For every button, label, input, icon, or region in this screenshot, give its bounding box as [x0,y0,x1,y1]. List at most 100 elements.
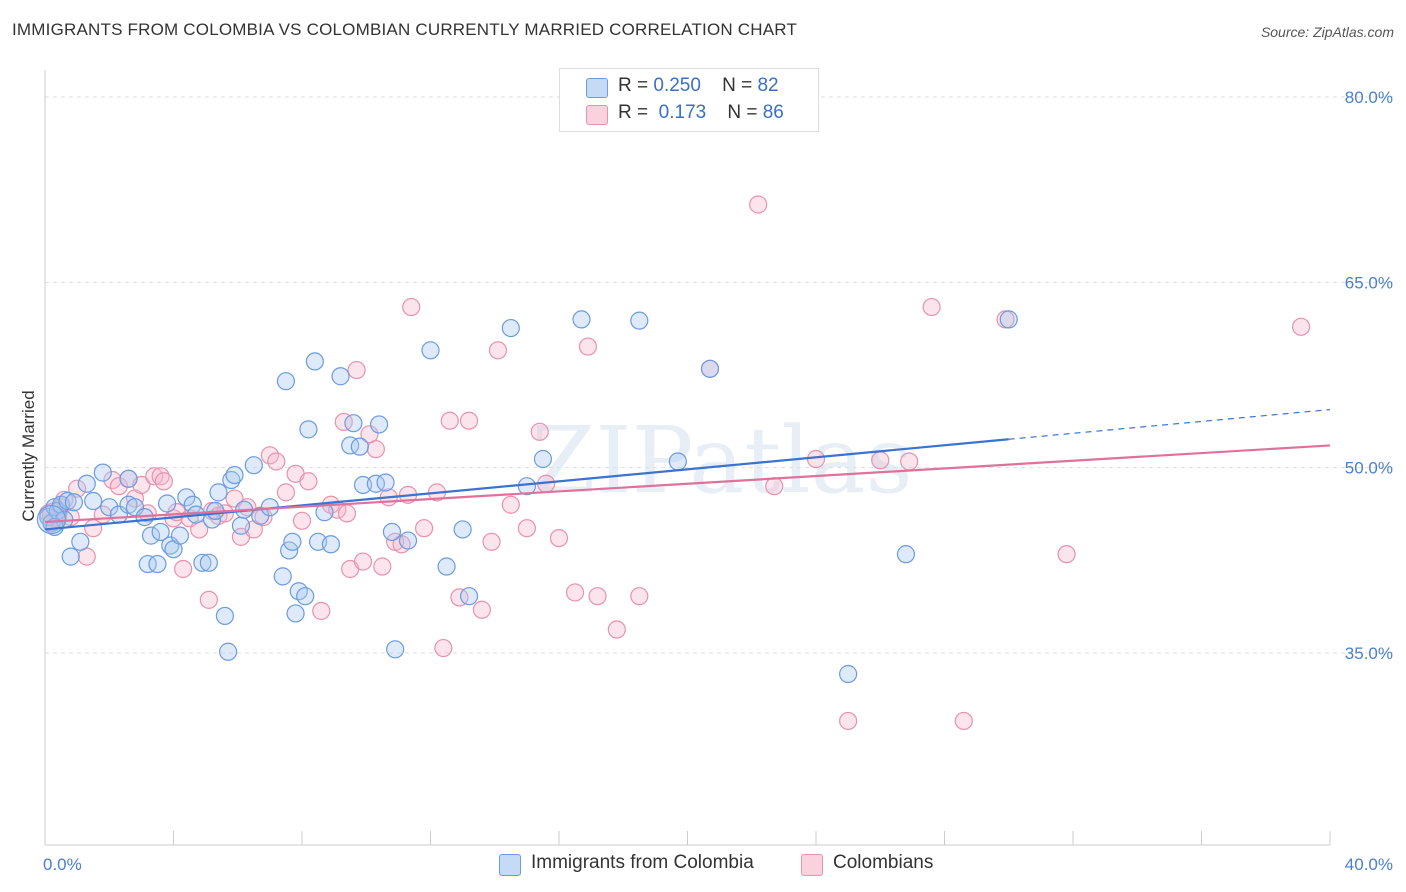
colombians-point [337,504,357,523]
colombians-point [565,583,585,602]
immigrants-point [896,545,916,564]
colombians-point [749,195,768,214]
immigrants-point [193,553,212,572]
colombians-point [954,711,973,731]
colombians-point [174,559,193,579]
immigrants-point [386,640,405,659]
legend-r-value: 0.173 [658,102,707,123]
immigrants-point [148,554,167,574]
colombians-point [839,711,858,731]
colombians-point [588,587,607,606]
immigrants-trend-extension [1008,408,1331,440]
immigrants-point [225,465,244,485]
y-tick-label: 50.0% [1345,459,1393,478]
y-tick-label: 35.0% [1345,644,1393,663]
colombians-point [267,452,286,471]
legend-r-label: R = [618,102,649,123]
legend-r-label: R = [618,75,649,96]
immigrants-point [283,532,302,551]
colombians-point [765,477,784,496]
colombians-point [366,440,385,459]
immigrants-point [77,474,96,493]
immigrants-point [100,498,119,517]
immigrants-point [222,470,241,490]
colombians-point [1291,317,1311,336]
immigrants-point [286,604,305,623]
immigrants-point [273,567,292,586]
immigrants-point [141,526,161,545]
colombians-point [199,590,218,609]
immigrants-point [630,311,649,330]
immigrants-point [231,516,251,535]
immigrants-point [276,372,296,391]
immigrants-point [353,475,373,495]
immigrants-point [61,547,80,566]
immigrants-trend-line [44,438,1009,531]
immigrants-point [64,493,84,512]
colombians-point [145,467,164,486]
immigrants-point [459,587,479,606]
immigrants-point [700,359,720,378]
immigrants-point [421,341,440,360]
colombians-point [530,422,549,441]
immigrants-point [93,463,112,482]
immigrants-point [71,532,90,551]
colombians-point [501,495,520,514]
colombians-point [922,297,941,317]
y-axis-title: Currently Married [19,390,38,521]
x-tick-label: 0.0% [43,855,82,874]
legend-r-value: 0.250 [653,75,701,96]
immigrants-point [382,522,402,542]
immigrants-points [36,310,1018,684]
immigrants-point [199,553,218,572]
immigrants-point [533,449,553,469]
immigrants-point [366,474,385,493]
immigrants-point [296,587,315,606]
immigrants-point [305,352,324,371]
colombians-point [109,477,128,496]
colombians-point [434,638,453,658]
colombians-point [299,472,318,491]
watermark: ZIPatlas [531,407,912,514]
colombians-point [151,467,170,486]
legend-n-value: 82 [757,75,779,96]
legend-n-label: N = [722,75,753,96]
grid-lines [45,96,1394,654]
bottom-legend-label: Colombians [833,852,934,873]
immigrants-point [572,310,591,329]
immigrants-point [215,606,234,626]
colombians-point [154,472,173,491]
immigrants-point [177,488,196,507]
immigrants-point [350,437,369,456]
colombians-point [871,451,890,470]
immigrants-point [58,491,77,511]
y-tick-label: 80.0% [1345,88,1393,107]
colombians-trend-line [44,444,1331,524]
bottom-legend-label: Immigrants from Colombia [531,852,754,873]
colombians-point [312,601,331,621]
legend-swatch-blue [586,78,608,98]
colombians-point [459,411,479,430]
immigrants-point [453,520,472,539]
trend-lines [44,408,1331,531]
colombians-point [472,600,491,619]
colombians-point [440,411,459,430]
immigrants-point [376,473,395,492]
source-label: Source: ZipAtlas.com [1260,24,1394,40]
immigrants-point [839,664,858,684]
colombians-point [373,557,392,576]
colombians-point [1057,545,1076,564]
colombians-point [517,519,536,538]
immigrants-point [299,420,318,439]
immigrants-point-cluster [36,504,67,535]
colombians-point [630,587,649,606]
immigrants-point [999,310,1018,329]
legend-n-label: N = [727,102,758,123]
colombians-point [347,360,366,380]
immigrants-point [341,436,360,455]
immigrants-point [209,483,228,502]
immigrants-point [344,414,363,433]
bottom-legend-swatch-pink [801,854,823,876]
immigrants-point [370,415,389,434]
